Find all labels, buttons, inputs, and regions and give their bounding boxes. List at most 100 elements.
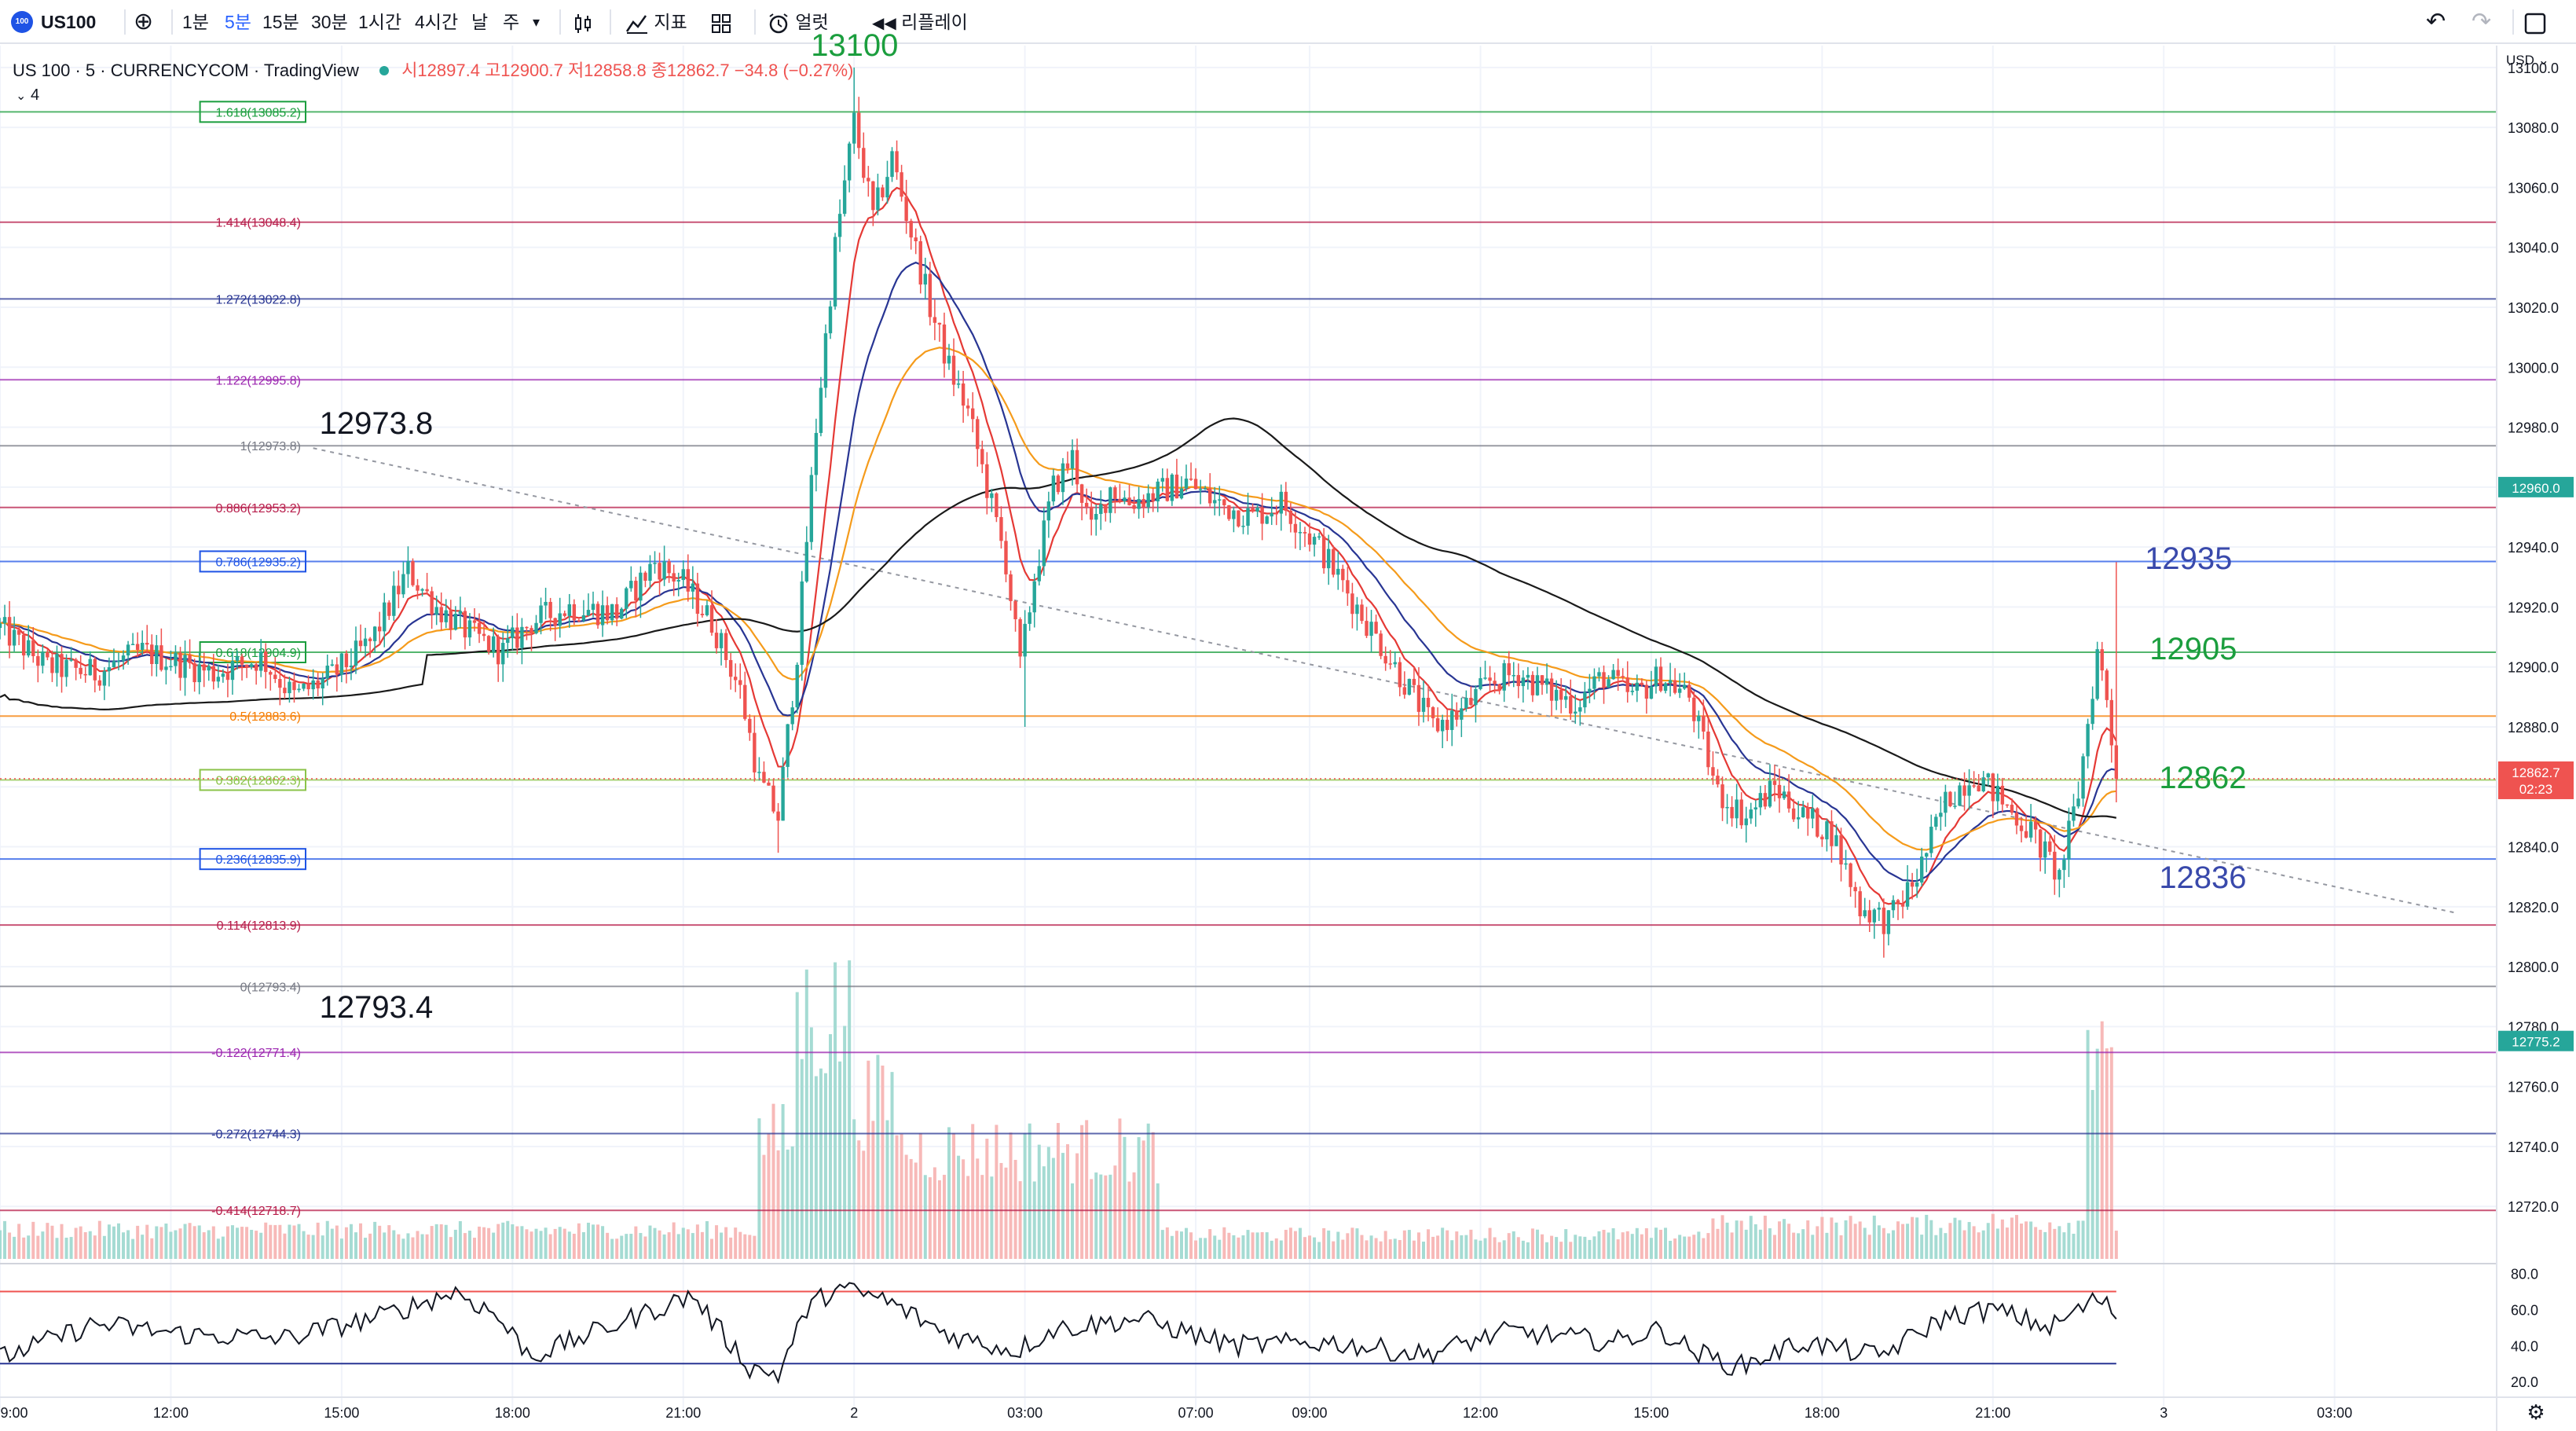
candle-body	[1350, 593, 1354, 615]
volume-bar	[586, 1222, 590, 1259]
fib-level-label: 0.618(12904.9)	[215, 647, 301, 660]
candle-body	[497, 636, 500, 665]
candle-body	[1986, 773, 1990, 778]
candle-body	[1469, 698, 1473, 706]
volume-bar	[183, 1224, 187, 1259]
fib-level-label: 0.886(12953.2)	[215, 502, 301, 516]
volume-bar	[862, 1150, 866, 1259]
candle-body	[511, 627, 515, 639]
candle-body	[743, 684, 747, 719]
candle-body	[31, 640, 35, 656]
volume-bar	[1839, 1235, 1843, 1259]
candle-body	[1677, 688, 1682, 693]
ema-slow-line	[0, 347, 2116, 851]
candle-body	[453, 613, 458, 630]
candle-body	[695, 583, 700, 615]
symbol-search-button[interactable]: US100	[41, 12, 97, 32]
fib-label-box	[199, 550, 306, 573]
replay-button[interactable]: ◀◀ 리플레이	[872, 0, 968, 44]
candle-body	[2039, 829, 2043, 858]
layout-grid-button[interactable]	[710, 0, 732, 44]
candle-body	[1208, 488, 1212, 504]
candle-body	[895, 151, 899, 173]
volume-bar	[1725, 1222, 1729, 1259]
candle-body	[734, 677, 738, 681]
candle-body	[1431, 706, 1435, 719]
volume-bar	[1075, 1153, 1079, 1259]
settings-gear-icon[interactable]: ⚙	[2527, 1400, 2545, 1424]
candle-body	[349, 665, 354, 668]
moving-averages	[0, 186, 2117, 905]
candle-body	[1137, 499, 1141, 509]
candle-body	[278, 679, 282, 688]
volume-bar	[1797, 1233, 1801, 1259]
candle-body	[1753, 807, 1757, 810]
volume-bar	[1616, 1239, 1620, 1259]
volume-bar	[55, 1238, 59, 1259]
volume-bar	[1174, 1231, 1178, 1259]
volume-bar	[2058, 1226, 2061, 1259]
candle-body	[686, 569, 690, 592]
volume-bar	[1778, 1221, 1781, 1259]
candle-body	[1355, 604, 1359, 615]
volume-bar	[501, 1222, 505, 1259]
volume-bar	[1559, 1242, 1563, 1259]
candle-body	[1545, 678, 1549, 685]
indicators-button[interactable]: 지표	[625, 0, 687, 44]
interval-1[interactable]: 5분	[225, 12, 251, 32]
candle-body	[1393, 662, 1397, 665]
indicator-legend-toggle[interactable]: ⌄ 4	[16, 86, 39, 105]
interval-2[interactable]: 15분	[262, 12, 299, 32]
volume-bar	[1806, 1220, 1810, 1259]
volume-bar	[349, 1224, 353, 1259]
symbol-logo-icon[interactable]: 100	[11, 11, 33, 33]
volume-bar	[838, 1061, 842, 1259]
volume-bar	[515, 1226, 519, 1259]
candle-body	[425, 589, 429, 592]
volume-bar	[1720, 1215, 1724, 1259]
fib-level-label: 0.382(12862.3)	[215, 774, 301, 787]
volume-bar	[1588, 1239, 1592, 1259]
time-tick-label: 9:00	[0, 1405, 27, 1421]
volume-bar	[2020, 1224, 2024, 1259]
grid-lines	[0, 46, 2497, 1411]
price-annotation-3: 12935	[2145, 541, 2233, 577]
interval-6[interactable]: 날	[471, 12, 489, 32]
candle-body	[1379, 633, 1383, 656]
candle-body	[1830, 821, 1834, 846]
candle-body	[297, 688, 301, 691]
volume-bar	[572, 1234, 576, 1259]
volume-bar	[1232, 1235, 1236, 1259]
candle-body	[719, 633, 724, 648]
redo-icon[interactable]: ↷	[2472, 9, 2492, 35]
interval-5[interactable]: 4시간	[415, 12, 459, 32]
volume-bar	[1222, 1227, 1226, 1259]
candle-body	[344, 653, 349, 668]
candle-body	[525, 626, 529, 629]
interval-3[interactable]: 30분	[311, 12, 348, 32]
volume-bar	[1469, 1229, 1473, 1259]
interval-dropdown-chevron-icon[interactable]: ▾	[533, 14, 540, 30]
candle-body	[995, 493, 999, 518]
compare-symbol-add-icon[interactable]: ⊕	[134, 9, 154, 35]
interval-7[interactable]: 주	[503, 12, 520, 32]
volume-bar	[178, 1228, 182, 1259]
candle-body	[1327, 549, 1331, 569]
fullscreen-button[interactable]	[2523, 0, 2547, 44]
interval-4[interactable]: 1시간	[358, 12, 402, 32]
price-chart[interactable]: 1.618(13085.2) 1.414(13048.4) 1.272(13022.…	[0, 46, 2576, 1431]
candle-style-button[interactable]	[572, 0, 594, 44]
undo-icon[interactable]: ↶	[2426, 9, 2446, 35]
candle-body	[1061, 463, 1065, 493]
candle-body	[74, 659, 78, 668]
candle-body	[1516, 675, 1520, 687]
volume-bar	[1393, 1238, 1397, 1259]
candle-body	[1493, 681, 1497, 684]
interval-0[interactable]: 1분	[182, 12, 209, 32]
alerts-button[interactable]: 얼럿	[767, 0, 829, 44]
candle-body	[1450, 710, 1454, 730]
candle-body	[923, 273, 927, 285]
volume-bar	[1816, 1226, 1819, 1259]
volume-bar	[1346, 1233, 1350, 1259]
volume-bar	[473, 1238, 476, 1259]
